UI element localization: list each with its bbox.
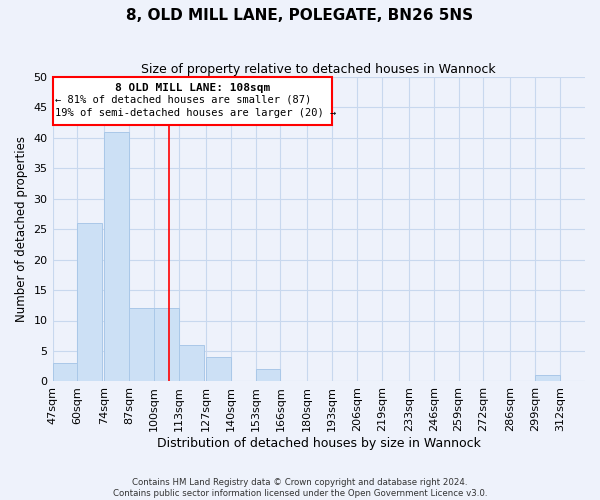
Text: 19% of semi-detached houses are larger (20) →: 19% of semi-detached houses are larger (… xyxy=(55,108,337,118)
Bar xyxy=(256,370,280,382)
Bar xyxy=(53,363,77,382)
Bar xyxy=(77,223,103,382)
FancyBboxPatch shape xyxy=(53,76,332,126)
Title: Size of property relative to detached houses in Wannock: Size of property relative to detached ho… xyxy=(142,62,496,76)
Y-axis label: Number of detached properties: Number of detached properties xyxy=(15,136,28,322)
Bar xyxy=(179,345,204,382)
Text: Contains HM Land Registry data © Crown copyright and database right 2024.
Contai: Contains HM Land Registry data © Crown c… xyxy=(113,478,487,498)
Bar xyxy=(104,132,129,382)
Text: 8 OLD MILL LANE: 108sqm: 8 OLD MILL LANE: 108sqm xyxy=(115,83,270,93)
Text: ← 81% of detached houses are smaller (87): ← 81% of detached houses are smaller (87… xyxy=(55,95,311,105)
Bar xyxy=(129,308,154,382)
Bar xyxy=(535,376,560,382)
Bar xyxy=(154,308,179,382)
Bar xyxy=(206,357,230,382)
X-axis label: Distribution of detached houses by size in Wannock: Distribution of detached houses by size … xyxy=(157,437,481,450)
Text: 8, OLD MILL LANE, POLEGATE, BN26 5NS: 8, OLD MILL LANE, POLEGATE, BN26 5NS xyxy=(127,8,473,22)
